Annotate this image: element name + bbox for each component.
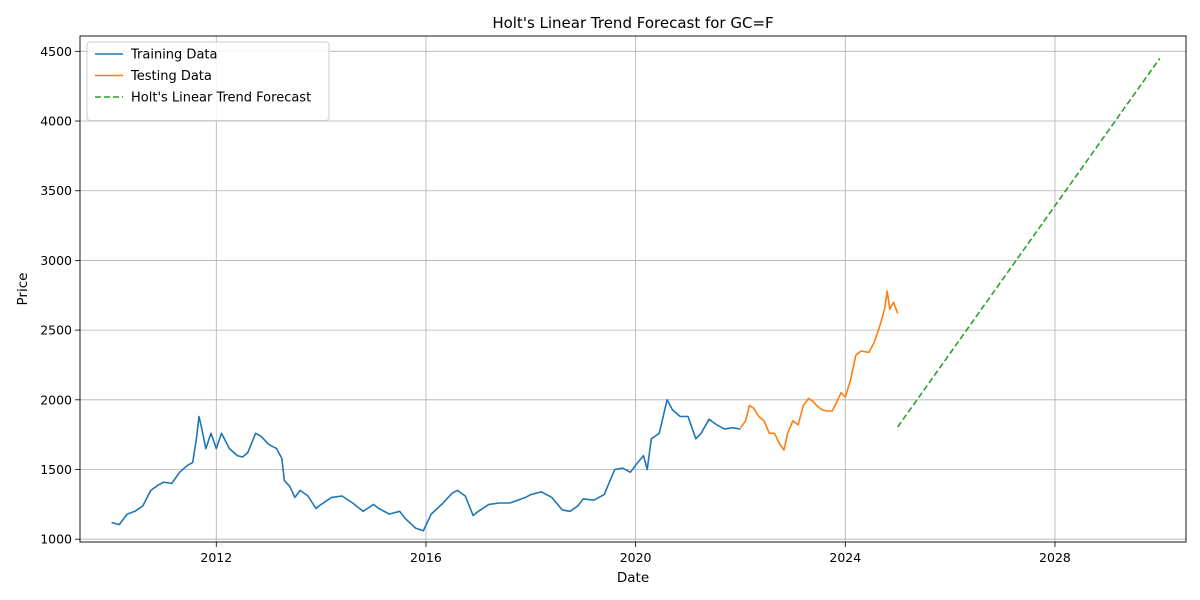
x-tick-label: 2024: [829, 550, 861, 565]
y-axis: 1000 1500 2000 2500 3000 3500 4000 4500: [40, 44, 80, 547]
grid: [80, 36, 1186, 542]
x-tick-label: 2012: [200, 550, 232, 565]
series-layer: [111, 57, 1161, 532]
y-tick-label: 3500: [40, 183, 72, 198]
x-tick-label: 2016: [410, 550, 442, 565]
y-tick-label: 1500: [40, 462, 72, 477]
y-tick-label: 4000: [40, 114, 72, 129]
plot-frame: [79, 35, 1187, 543]
forecast-line: [897, 57, 1161, 428]
legend: Training Data Testing Data Holt's Linear T…: [86, 41, 330, 121]
training-data-line: [111, 398, 741, 532]
x-tick-label: 2020: [620, 550, 652, 565]
x-tick-label: 2028: [1039, 550, 1071, 565]
legend-entry-label: Testing Data: [130, 69, 212, 84]
y-tick-label: 4500: [40, 44, 72, 59]
chart-title: Holt's Linear Trend Forecast for GC=F: [492, 14, 773, 32]
y-tick-label: 3000: [40, 253, 72, 268]
y-tick-label: 1000: [40, 532, 72, 547]
legend-box: [86, 41, 330, 121]
legend-entry-label: Holt's Linear Trend Forecast: [131, 91, 311, 106]
y-axis-label: Price: [15, 273, 31, 306]
y-tick-label: 2500: [40, 323, 72, 338]
testing-data-line: [739, 290, 899, 451]
x-axis: 2012 2016 2020 2024 2028: [200, 542, 1071, 565]
x-axis-label: Date: [617, 570, 649, 586]
y-tick-label: 2000: [40, 392, 72, 407]
legend-entry-label: Training Data: [130, 48, 217, 63]
